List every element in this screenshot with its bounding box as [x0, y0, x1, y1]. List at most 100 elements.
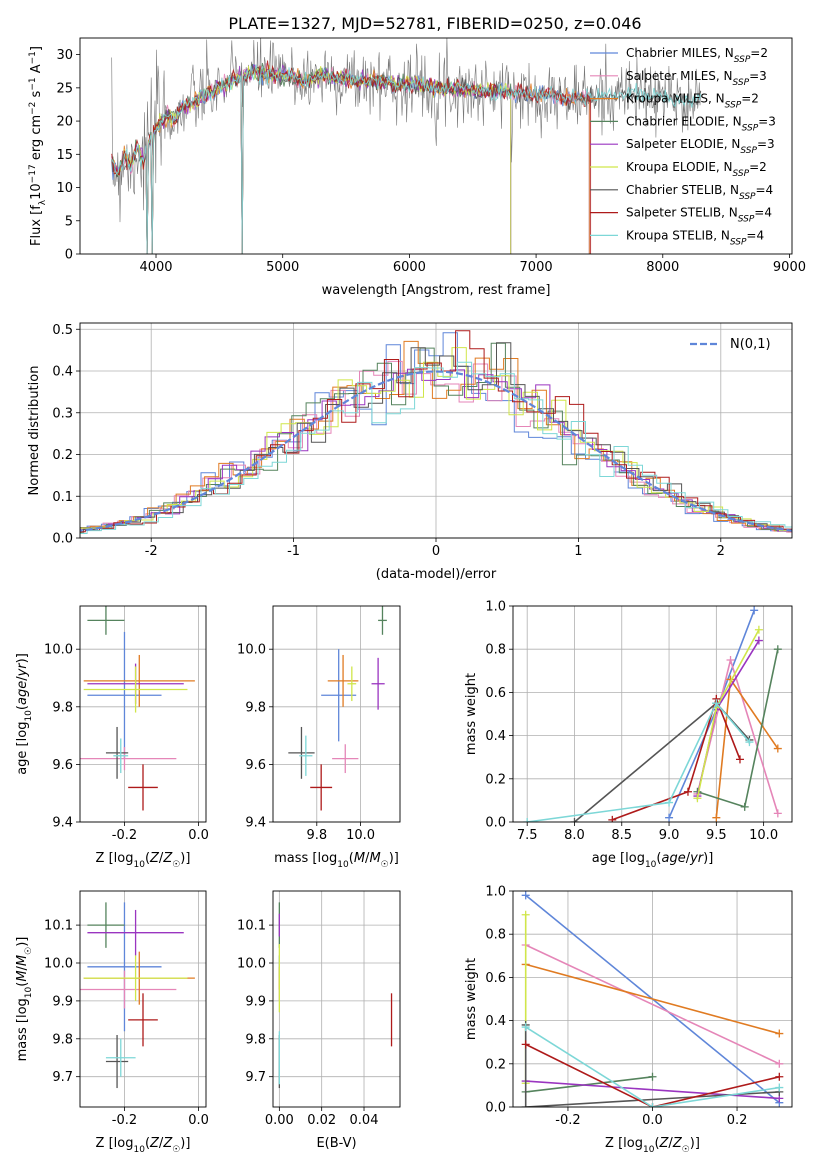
legend-label: Salpeter STELIB, N	[626, 206, 738, 220]
label-part: Z	[149, 1136, 160, 1151]
series-kroupa-stelib	[523, 699, 754, 822]
legend-entry: Kroupa STELIB, NSSP=4	[626, 228, 764, 247]
series-marker	[726, 656, 735, 664]
legend-suffix: =2	[749, 160, 767, 174]
series-marker	[665, 813, 674, 822]
label-part: ☉	[24, 947, 34, 955]
y-tick-label: 0	[65, 248, 73, 263]
legend-label: Chabrier STELIB, N	[626, 183, 739, 197]
errorbar-salpeter-elodie	[87, 909, 184, 956]
label-part: (	[15, 705, 30, 710]
y-tick-label: 0.4	[485, 1014, 506, 1029]
label-part: (data-model)/error	[376, 567, 497, 582]
series-marker	[712, 813, 721, 822]
errorbar-chabrier-miles	[87, 902, 162, 1032]
series-marker	[648, 1072, 657, 1081]
plot-area	[521, 891, 784, 1107]
y-tick-label: 0.6	[485, 686, 506, 701]
y-tick-label: 0.2	[52, 448, 73, 463]
y-tick-label: 25	[56, 81, 73, 96]
y-tick-label: 1.0	[485, 885, 506, 900]
y-axis-label: mass weight	[464, 673, 479, 755]
legend-sub: SSP	[725, 101, 742, 111]
label-part: −1	[28, 77, 38, 90]
series-marker	[775, 1059, 784, 1068]
series-salpeter-miles	[693, 656, 782, 818]
axes-frame	[512, 890, 793, 1108]
x-tick-label: 1	[574, 544, 582, 559]
series-marker	[773, 809, 782, 818]
x-tick-label: 0.0	[188, 1113, 209, 1128]
y-tick-label: 9.8	[52, 1032, 73, 1047]
y-axis-label: mass [log10(M/M☉)]	[15, 937, 34, 1062]
series-marker	[521, 1103, 530, 1107]
series-line	[525, 1043, 780, 1107]
x-tick-label: 9.5	[706, 828, 727, 843]
errorbar-chabrier-stelib	[105, 726, 129, 779]
legend-suffix: =4	[754, 206, 772, 220]
y-tick-label: 10.0	[44, 643, 73, 658]
legend-suffix: =3	[758, 114, 776, 128]
series-marker	[773, 744, 782, 753]
label-part: −2	[28, 102, 38, 115]
legend-label: Kroupa MILES, N	[626, 92, 725, 106]
series-marker	[740, 802, 749, 811]
label-part: M	[15, 955, 30, 966]
y-axis-label: mass weight	[464, 958, 479, 1040]
panel-mass_weight_vs_Z: -0.2 0.0 0.20.00.20.40.60.81.0Z [log10(Z/Z…	[464, 885, 793, 1155]
legend-entry: Kroupa MILES, NSSP=2	[626, 92, 759, 111]
y-tick-label: 9.7	[52, 1070, 73, 1085]
x-tick-label: -1	[287, 544, 300, 559]
x-axis-label: Z [log10(Z/Z☉)]	[96, 851, 191, 870]
y-tick-label: 10.0	[237, 643, 266, 658]
label-part: Flux [f	[29, 205, 44, 246]
legend-sub: SSP	[740, 146, 757, 156]
legend-sub: SSP	[739, 192, 756, 202]
series-line	[525, 944, 780, 1065]
histogram-salpeter-stelib	[80, 330, 792, 533]
errorbar-kroupa-stelib	[105, 1038, 136, 1077]
y-tick-label: 9.9	[245, 994, 266, 1009]
y-tick-label: 0.2	[485, 1057, 506, 1072]
series-marker	[648, 1103, 657, 1107]
legend-label: Salpeter ELODIE, N	[626, 137, 740, 151]
label-part: mass [log	[274, 851, 337, 866]
label-part: ☉	[172, 860, 180, 870]
label-part: λ	[38, 199, 48, 205]
panel-spectrum: 4000 5000 6000 7000 8000 9000 0 5 10 15 20 25 30 wave…	[28, 37, 806, 298]
x-tick-label: 0.2	[727, 1113, 748, 1128]
histogram-chabrier-stelib	[80, 342, 792, 533]
legend-sub: SSP	[734, 55, 751, 65]
x-axis-label: wavelength [Angstrom, rest frame]	[322, 283, 551, 298]
x-tick-label: 0.04	[350, 1113, 379, 1128]
y-tick-label: 0.3	[52, 406, 73, 421]
label-part: ☉	[381, 860, 389, 870]
legend-suffix: =3	[757, 137, 775, 151]
legend-sub: SSP	[733, 78, 750, 88]
label-part: −1	[28, 51, 38, 64]
y-tick-label: 0.8	[485, 643, 506, 658]
y-tick-label: 9.4	[245, 816, 266, 831]
errorbar-kroupa-stelib	[113, 738, 129, 774]
legend-label: Kroupa STELIB, N	[626, 228, 730, 242]
x-tick-label: 6000	[393, 260, 426, 275]
label-part: Z	[659, 1136, 670, 1151]
x-tick-label: -0.2	[555, 1113, 580, 1128]
errorbar-salpeter-miles	[332, 744, 359, 774]
series-marker	[570, 818, 579, 822]
label-part: M	[15, 970, 30, 981]
label-part: Z	[149, 851, 160, 866]
y-tick-label: 0.5	[52, 323, 73, 338]
label-part: mass weight	[464, 958, 479, 1040]
plot-area	[278, 902, 393, 1089]
y-tick-label: 5	[65, 214, 73, 229]
axes-frame	[79, 605, 207, 823]
errorbar-salpeter-miles	[80, 747, 177, 771]
y-tick-label: 10.1	[44, 919, 73, 934]
x-axis-label: (data-model)/error	[376, 567, 497, 582]
spectrum-model-salpeter-elodie	[111, 63, 512, 254]
label-part: /	[15, 965, 30, 970]
label-part: ☉	[172, 1145, 180, 1155]
legend-entry: Chabrier MILES, NSSP=2	[626, 46, 768, 65]
label-part: (	[656, 851, 661, 866]
